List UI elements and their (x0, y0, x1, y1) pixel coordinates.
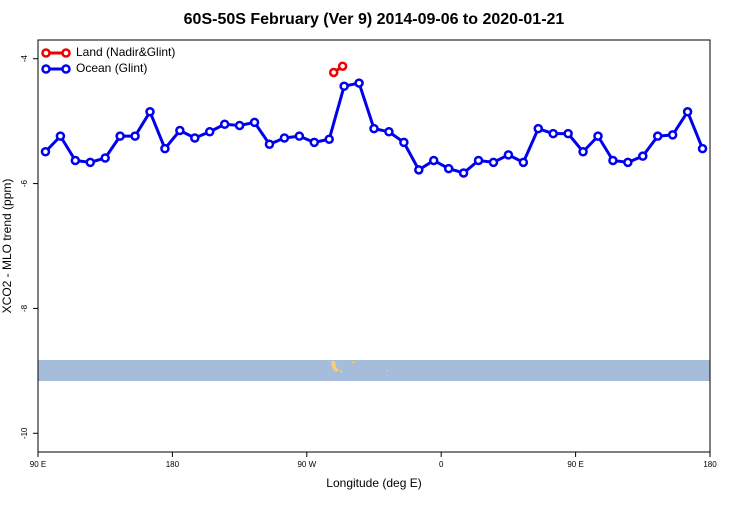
point (234, 120, 245, 131)
y-tick-label: -6 (20, 179, 29, 187)
point (55, 131, 66, 141)
y-tick-label: -10 (20, 427, 29, 439)
map-strip (38, 360, 710, 381)
y-tick-label: -4 (20, 55, 29, 63)
point (339, 81, 349, 91)
point (190, 133, 200, 143)
x-tick-label: 90 W (297, 460, 316, 469)
point (100, 153, 110, 163)
point (623, 157, 633, 168)
point (443, 163, 454, 174)
legend-label: Ocean (Glint) (76, 61, 147, 75)
point (638, 151, 648, 161)
point (85, 157, 96, 168)
point (488, 157, 499, 168)
point (175, 125, 185, 136)
point (533, 123, 544, 134)
point (130, 131, 140, 141)
point (563, 128, 573, 139)
plot-frame (37, 39, 711, 453)
legend-marker (41, 48, 51, 58)
point (264, 139, 275, 149)
point (279, 133, 290, 143)
point (354, 78, 364, 88)
point (697, 143, 708, 154)
point (682, 107, 693, 117)
legend-marker (61, 64, 71, 74)
point (219, 119, 230, 130)
point (70, 155, 81, 166)
point (518, 157, 529, 168)
x-tick-label: 180 (166, 460, 180, 469)
x-tick-label: 180 (703, 460, 717, 469)
legend-label: Land (Nadir&Glint) (76, 45, 175, 59)
point (548, 128, 558, 139)
point (399, 137, 409, 148)
point (414, 165, 424, 175)
point (652, 131, 663, 141)
x-tick-label: 0 (439, 460, 444, 469)
point (294, 131, 305, 141)
point (384, 127, 394, 137)
legend-marker (41, 64, 51, 74)
point (593, 131, 603, 141)
point (160, 143, 170, 154)
point (473, 155, 484, 166)
x-tick-label: 90 E (567, 460, 583, 469)
point (40, 146, 51, 157)
point (309, 137, 320, 148)
point (115, 131, 125, 141)
y-axis-label: XCO2 - MLO trend (ppm) (0, 179, 14, 314)
point (204, 127, 215, 137)
point (578, 146, 588, 157)
point (328, 67, 339, 78)
point (428, 155, 439, 166)
y-tick-label: -8 (20, 304, 29, 312)
point (458, 168, 469, 178)
x-tick-label: 90 E (30, 460, 46, 469)
legend-marker (61, 48, 71, 58)
point (503, 150, 514, 160)
point (608, 155, 618, 166)
point (337, 61, 348, 71)
point (369, 123, 379, 134)
chart-title: 60S-50S February (Ver 9) 2014-09-06 to 2… (184, 11, 565, 28)
point (324, 134, 334, 145)
x-axis-label: Longitude (deg E) (326, 476, 421, 490)
point (249, 117, 260, 128)
point (667, 130, 678, 140)
point (145, 107, 155, 117)
